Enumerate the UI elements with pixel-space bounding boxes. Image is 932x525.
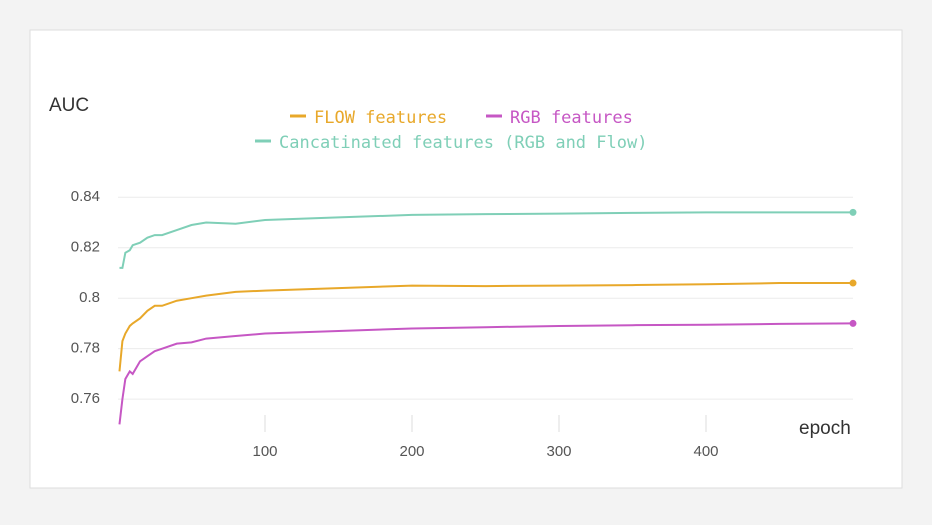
y-axis-label: AUC xyxy=(49,95,89,116)
legend-label: Cancatinated features (RGB and Flow) xyxy=(279,133,647,153)
y-tick-label: 0.84 xyxy=(71,188,100,205)
card xyxy=(29,29,903,489)
x-tick-label: 300 xyxy=(546,443,571,460)
series-line xyxy=(118,282,853,372)
end-point xyxy=(849,208,857,216)
y-tick-label: 0.82 xyxy=(71,239,100,256)
y-tick-label: 0.8 xyxy=(79,289,100,306)
x-axis-label: epoch xyxy=(799,418,851,439)
end-point xyxy=(849,319,857,327)
legend-label: RGB features xyxy=(510,108,633,128)
series-line xyxy=(118,322,854,425)
end-point xyxy=(849,279,857,287)
series-line xyxy=(119,211,853,269)
y-tick-label: 0.76 xyxy=(71,390,100,407)
x-tick-label: 400 xyxy=(693,443,718,460)
y-tick-label: 0.78 xyxy=(71,340,100,357)
x-tick-label: 100 xyxy=(252,443,277,460)
x-tick-label: 200 xyxy=(399,443,424,460)
legend-label: FLOW features xyxy=(314,108,447,128)
